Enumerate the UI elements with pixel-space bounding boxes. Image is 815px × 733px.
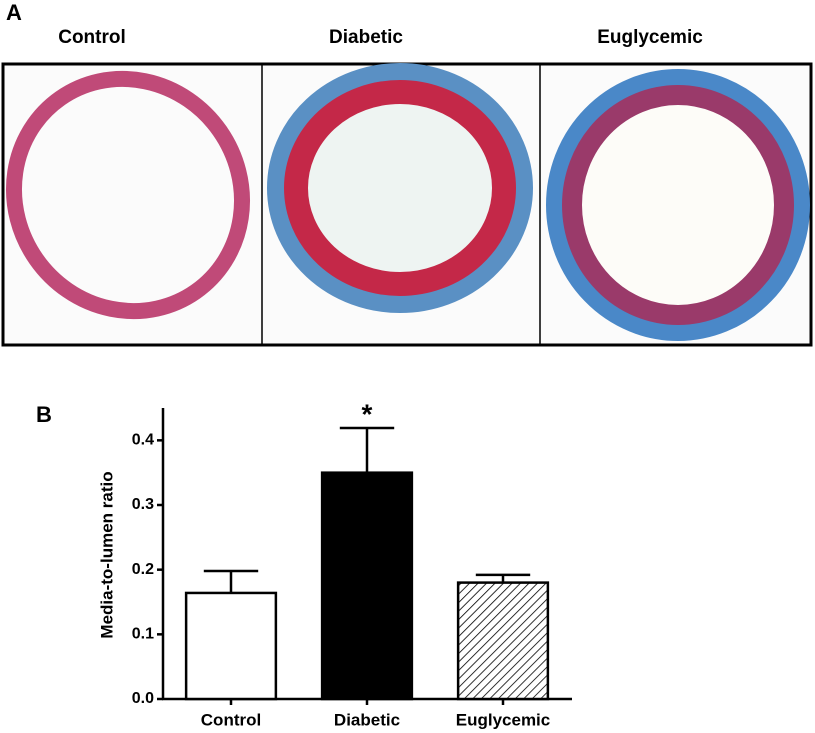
y-tick-label: 0.0	[132, 690, 154, 707]
y-axis-label: Media-to-lumen ratio	[97, 471, 116, 638]
panel-label: A	[6, 0, 22, 25]
x-tick-label: Diabetic	[334, 710, 400, 729]
y-tick-label: 0.4	[132, 432, 154, 449]
annotation: *	[362, 398, 373, 429]
image-title: Control	[58, 27, 126, 48]
y-tick-label: 0.1	[132, 626, 154, 643]
panel-label: B	[36, 402, 52, 427]
bar	[456, 581, 550, 701]
x-tick-label: Euglycemic	[456, 710, 551, 729]
image-title: Diabetic	[329, 27, 403, 48]
image-title: Euglycemic	[597, 27, 703, 48]
y-tick-label: 0.3	[132, 496, 154, 513]
y-tick-label: 0.2	[132, 561, 154, 578]
bar	[320, 471, 414, 701]
x-tick-label: Control	[201, 710, 261, 729]
histology-panel	[1, 62, 813, 347]
bar	[184, 591, 278, 701]
